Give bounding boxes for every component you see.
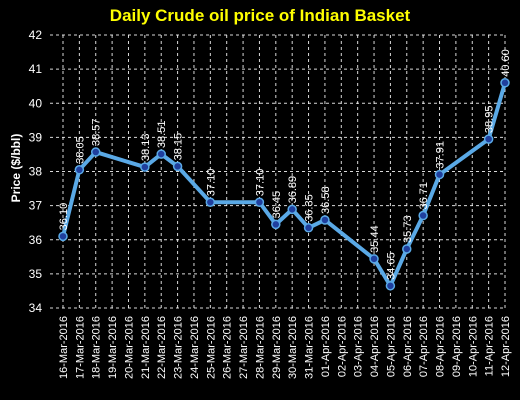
x-tick-label: 07-Apr-2016 <box>418 316 430 377</box>
y-tick-label: 40 <box>29 96 43 110</box>
data-point <box>205 197 216 207</box>
x-tick-label: 21-Mar-2016 <box>140 316 152 379</box>
chart-title: Daily Crude oil price of Indian Basket <box>110 6 411 25</box>
x-tick-label: 04-Apr-2016 <box>369 316 381 377</box>
x-tick-label: 23-Mar-2016 <box>173 316 185 379</box>
x-tick-label: 03-Apr-2016 <box>353 316 365 377</box>
x-tick-label: 28-Mar-2016 <box>254 316 266 379</box>
data-point <box>74 165 85 175</box>
x-tick-label: 11-Apr-2016 <box>484 316 496 376</box>
data-point <box>172 161 183 172</box>
data-point <box>402 244 412 254</box>
data-point <box>271 219 281 230</box>
y-tick-labels: 34 35 36 37 38 39 40 41 42 <box>29 28 43 315</box>
x-tick-label: 18-Mar-2016 <box>91 316 103 379</box>
data-label: 38.51 <box>156 121 168 149</box>
data-point <box>418 210 428 221</box>
x-tick-label: 25-Mar-2016 <box>205 316 217 379</box>
data-label: 37.10 <box>254 169 266 197</box>
x-tick-label: 06-Apr-2016 <box>402 316 414 377</box>
x-tick-label: 26-Mar-2016 <box>222 316 234 379</box>
y-tick-label: 36 <box>29 233 43 247</box>
data-point <box>369 254 379 264</box>
data-point <box>500 78 510 88</box>
data-labels: 36.10 38.05 38.57 38.13 38.51 38.15 37.10 37.10… <box>58 49 512 280</box>
data-point <box>90 147 101 157</box>
y-tick-label: 38 <box>29 165 43 179</box>
data-point <box>434 169 445 180</box>
data-label: 38.15 <box>173 133 185 161</box>
y-tick-label: 41 <box>29 62 43 76</box>
data-point <box>303 223 314 233</box>
data-label: 35.73 <box>402 215 414 243</box>
data-point <box>385 281 396 291</box>
x-tick-label: 10-Apr-2016 <box>467 316 479 377</box>
x-tick-label: 08-Apr-2016 <box>435 316 447 377</box>
data-label: 35.44 <box>369 225 381 253</box>
data-label: 40.60 <box>500 49 512 77</box>
x-tick-label: 24-Mar-2016 <box>189 316 201 379</box>
y-tick-label: 42 <box>29 28 43 42</box>
data-point <box>483 134 494 144</box>
data-label: 36.35 <box>304 194 316 222</box>
y-tick-label: 37 <box>29 199 43 213</box>
x-tick-label: 16-Mar-2016 <box>58 316 70 379</box>
x-tick-label: 05-Apr-2016 <box>385 316 397 377</box>
x-tick-label: 30-Mar-2016 <box>287 316 299 379</box>
data-label: 36.10 <box>58 203 70 231</box>
series-line-layer <box>61 80 507 288</box>
data-label: 34.65 <box>385 252 397 280</box>
data-point <box>58 231 68 242</box>
x-tick-label: 12-Apr-2016 <box>500 316 512 377</box>
data-points <box>58 78 510 291</box>
x-tick-label: 17-Mar-2016 <box>74 316 86 379</box>
y-tick-label: 35 <box>29 267 43 281</box>
x-tick-label: 09-Apr-2016 <box>451 316 463 377</box>
data-label: 36.89 <box>287 176 299 204</box>
data-label: 36.58 <box>320 186 332 214</box>
data-label: 38.13 <box>140 134 152 162</box>
data-label: 36.71 <box>418 182 430 210</box>
x-tick-label: 27-Mar-2016 <box>238 316 250 379</box>
x-tick-label: 31-Mar-2016 <box>304 316 316 379</box>
x-tick-label: 19-Mar-2016 <box>107 316 119 379</box>
data-label: 38.57 <box>91 119 103 147</box>
data-label: 38.95 <box>484 106 496 134</box>
y-tick-label: 34 <box>29 301 43 315</box>
series-line <box>61 80 507 288</box>
data-point <box>320 215 330 225</box>
data-label: 38.05 <box>74 136 86 164</box>
data-point <box>156 149 166 159</box>
x-tick-label: 29-Mar-2016 <box>271 316 283 379</box>
x-tick-label: 01-Apr-2016 <box>320 316 332 377</box>
y-tick-label: 39 <box>29 130 43 144</box>
data-point <box>254 197 265 207</box>
data-point <box>140 162 150 172</box>
y-axis-label: Price ($/bbl) <box>9 134 23 203</box>
data-label: 36.45 <box>271 191 283 219</box>
x-tick-labels: 16-Mar-2016 17-Mar-2016 18-Mar-2016 19-Mar-… <box>58 316 512 379</box>
x-tick-label: 02-Apr-2016 <box>336 316 348 377</box>
data-label: 37.91 <box>435 141 447 169</box>
data-label: 37.10 <box>205 169 217 197</box>
x-tick-label: 22-Mar-2016 <box>156 316 168 379</box>
x-tick-label: 20-Mar-2016 <box>123 316 135 379</box>
data-point <box>287 204 297 215</box>
